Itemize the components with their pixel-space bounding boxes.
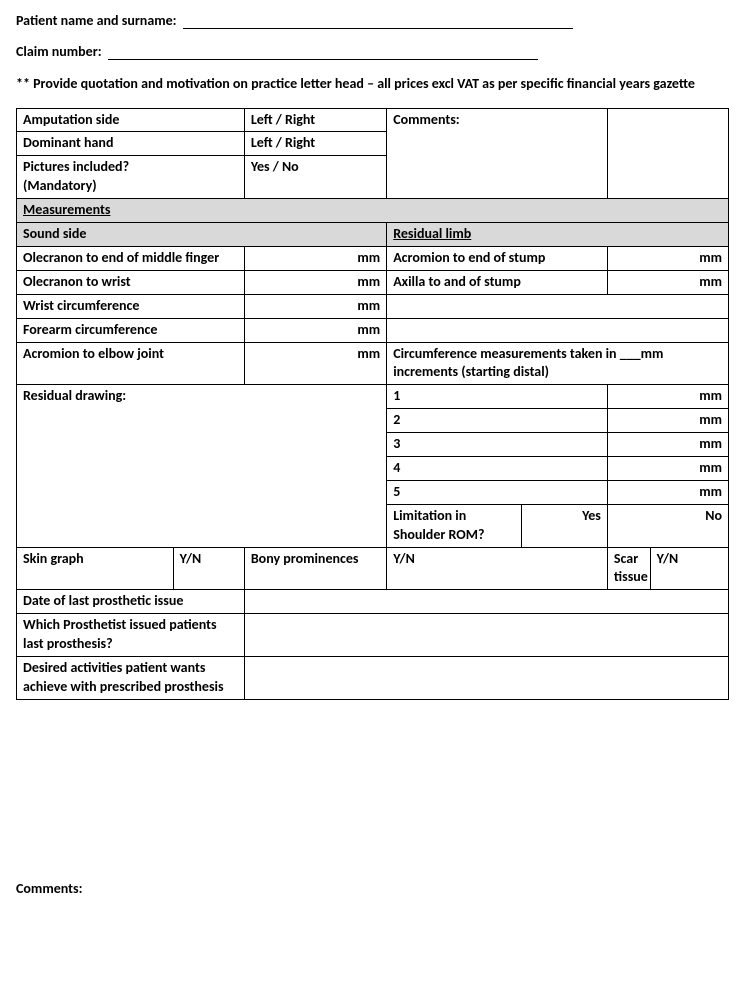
acromion-stump-label: Acromion to end of stump	[387, 246, 608, 270]
incr-1-label: 1	[387, 385, 608, 409]
acromion-elbow-label: Acromion to elbow joint	[17, 342, 245, 385]
scar-tissue-label: Scar tissue	[607, 547, 650, 590]
which-prosthetist-label: Which Prosthetist issued patients last p…	[17, 614, 245, 657]
olecranon-midfinger-label: Olecranon to end of middle finger	[17, 246, 245, 270]
bony-prominences-label: Bony prominences	[244, 547, 386, 590]
empty-cell-2	[387, 318, 729, 342]
sound-side-header: Sound side	[17, 223, 387, 247]
claim-number-row: Claim number:	[16, 43, 729, 60]
limitation-rom-label: Limitation in Shoulder ROM?	[387, 504, 522, 547]
acromion-stump-value[interactable]: mm	[607, 246, 728, 270]
incr-2-value[interactable]: mm	[607, 409, 728, 433]
incr-3-label: 3	[387, 433, 608, 457]
which-prosthetist-value[interactable]	[244, 614, 728, 657]
skin-graph-label: Skin graph	[17, 547, 174, 590]
dominant-hand-label: Dominant hand	[17, 132, 245, 156]
pictures-included-value[interactable]: Yes / No	[244, 156, 386, 199]
limitation-yes[interactable]: Yes	[522, 504, 607, 547]
acromion-elbow-value[interactable]: mm	[244, 342, 386, 385]
desired-activities-label: Desired activities patient wants achieve…	[17, 656, 245, 699]
date-last-issue-label: Date of last prosthetic issue	[17, 590, 245, 614]
claim-number-line[interactable]	[108, 45, 538, 60]
incr-4-value[interactable]: mm	[607, 456, 728, 480]
residual-drawing-cell[interactable]: Residual drawing:	[17, 385, 387, 547]
wrist-circ-value[interactable]: mm	[244, 294, 386, 318]
date-last-issue-value[interactable]	[244, 590, 728, 614]
olecranon-wrist-value[interactable]: mm	[244, 270, 386, 294]
olecranon-midfinger-value[interactable]: mm	[244, 246, 386, 270]
skin-graph-value[interactable]: Y/N	[173, 547, 244, 590]
forearm-circ-label: Forearm circumference	[17, 318, 245, 342]
desired-activities-value[interactable]	[244, 656, 728, 699]
claim-number-label: Claim number:	[16, 43, 102, 60]
amputation-side-value[interactable]: Left / Right	[244, 108, 386, 132]
incr-5-value[interactable]: mm	[607, 480, 728, 504]
wrist-circ-label: Wrist circumference	[17, 294, 245, 318]
forearm-circ-value[interactable]: mm	[244, 318, 386, 342]
limitation-no[interactable]: No	[607, 504, 728, 547]
incr-5-label: 5	[387, 480, 608, 504]
bony-prominences-value[interactable]: Y/N	[387, 547, 608, 590]
empty-cell-1	[387, 294, 729, 318]
letterhead-note: ** Provide quotation and motivation on p…	[16, 74, 729, 94]
dominant-hand-value[interactable]: Left / Right	[244, 132, 386, 156]
circ-increments-label: Circumference measurements taken in ___m…	[387, 342, 729, 385]
axilla-stump-label: Axilla to and of stump	[387, 270, 608, 294]
residual-limb-header: Residual limb	[387, 223, 729, 247]
patient-name-label: Patient name and surname:	[16, 12, 177, 29]
incr-3-value[interactable]: mm	[607, 433, 728, 457]
olecranon-wrist-label: Olecranon to wrist	[17, 270, 245, 294]
pictures-label-line1: Pictures included?	[23, 158, 129, 175]
axilla-stump-value[interactable]: mm	[607, 270, 728, 294]
pictures-label-line2: (Mandatory)	[23, 177, 97, 194]
amputation-side-label: Amputation side	[17, 108, 245, 132]
scar-tissue-value[interactable]: Y/N	[650, 547, 728, 590]
patient-name-line[interactable]	[183, 14, 573, 29]
comments-header-cell: Comments:	[387, 108, 608, 199]
patient-name-row: Patient name and surname:	[16, 12, 729, 29]
incr-1-value[interactable]: mm	[607, 385, 728, 409]
comments-header-value[interactable]	[607, 108, 728, 199]
comments-footer-label: Comments:	[16, 880, 729, 897]
measurements-section: Measurements	[17, 199, 729, 223]
incr-4-label: 4	[387, 456, 608, 480]
incr-2-label: 2	[387, 409, 608, 433]
form-table: Amputation side Left / Right Comments: D…	[16, 108, 729, 700]
pictures-included-label: Pictures included? (Mandatory)	[17, 156, 245, 199]
